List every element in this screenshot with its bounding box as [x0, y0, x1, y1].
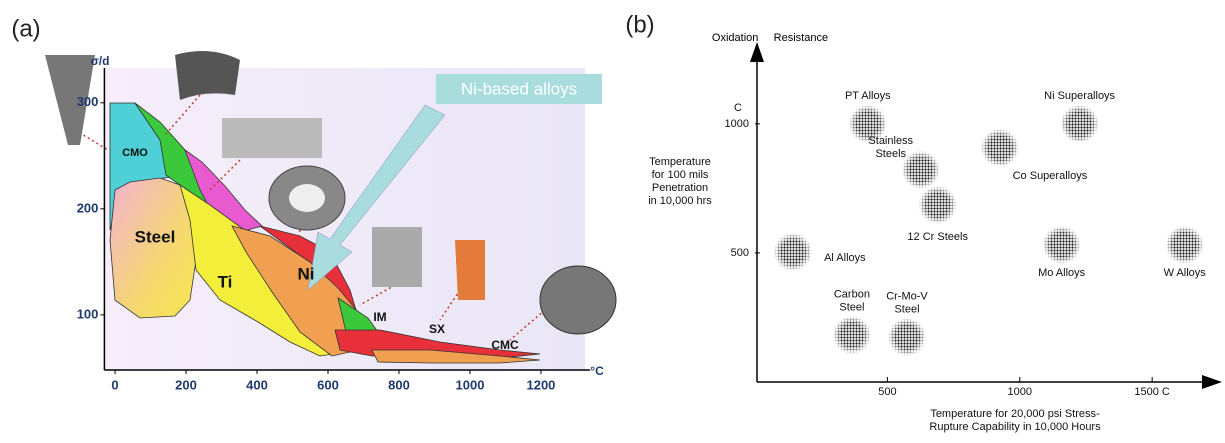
region-label: CMC [491, 338, 519, 352]
blade-set-image [372, 227, 422, 287]
y-tick-label: 500 [731, 247, 749, 259]
point-label: Carbon [834, 288, 870, 300]
point-label: Steel [894, 303, 919, 315]
point-label: W Alloys [1164, 267, 1207, 279]
y-axis-label: in 10,000 hrs [648, 195, 712, 207]
point [901, 150, 940, 189]
region-label: Steel [135, 227, 176, 246]
region-cmc [371, 349, 541, 364]
point [887, 318, 926, 357]
leader [359, 284, 396, 306]
x-tick-label: 1000 [456, 377, 485, 392]
point-label: PT Alloys [845, 90, 891, 102]
x-tick-label: 0 [111, 377, 118, 392]
regions [109, 102, 541, 364]
x-axis-label: Temperature for 20,000 psi Stress- [930, 408, 1100, 420]
point-label: Al Alloys [824, 252, 866, 264]
axes-b [756, 58, 1208, 383]
leader [209, 159, 241, 191]
y-axis-label: for 100 mils [652, 169, 709, 181]
y-tick-label: 200 [77, 200, 99, 215]
leader [294, 229, 301, 251]
x-tick-label: 500 [878, 386, 896, 398]
region-label: Ti [218, 272, 233, 291]
x-tick-label: 1200 [526, 377, 555, 392]
point-label: Co Superalloys [1013, 170, 1088, 182]
point [773, 232, 812, 271]
point [848, 104, 887, 143]
region-magenta [184, 148, 263, 233]
panel-label: (b) [625, 11, 654, 38]
x-tick-label: 1500 C [1134, 386, 1170, 398]
point [1165, 225, 1204, 264]
x-axis-label: °C [590, 364, 604, 378]
y-unit: C [734, 102, 742, 114]
point-label: Ni Superalloys [1044, 90, 1115, 102]
x-tick-label: 1000 [1008, 386, 1032, 398]
point [1060, 104, 1099, 143]
y-axis-label: σ/d [91, 54, 110, 68]
part-images [45, 51, 617, 335]
annotation: Ni-based alloys [461, 79, 577, 98]
y-arrow [750, 42, 764, 62]
panel-label: (a) [11, 15, 40, 42]
annotation-box [436, 74, 602, 104]
x-tick-label: 600 [317, 377, 339, 392]
y-axis-label: Penetration [652, 182, 708, 194]
x-tick-label: 400 [246, 377, 268, 392]
leader [164, 94, 201, 136]
point-label: 12 Cr Steels [907, 231, 968, 243]
region-label: Ni [298, 264, 315, 283]
point-label: Mo Alloys [1038, 267, 1086, 279]
y-tick-label: 1000 [725, 118, 749, 130]
x-axis-label: Rupture Capability in 10,000 Hours [929, 421, 1101, 433]
sx-blade-image [455, 240, 485, 300]
leader [439, 289, 461, 321]
point [832, 316, 871, 355]
y-tick-label: 100 [77, 306, 99, 321]
point [1042, 225, 1081, 264]
y-axis-label: Temperature [649, 156, 711, 168]
y-tick-label: 300 [77, 94, 99, 109]
vane-image [175, 51, 240, 100]
point [918, 185, 957, 224]
blade-image [45, 55, 95, 145]
region-label: CMO [122, 147, 148, 159]
x-tick-label: 800 [388, 377, 410, 392]
region-steel [109, 177, 197, 319]
point-label: Cr-Mo-V [886, 290, 928, 302]
region-label: SX [429, 322, 445, 336]
point [980, 128, 1019, 167]
point-label: Steels [875, 148, 906, 160]
cmc-image [539, 265, 617, 335]
region-label: IM [373, 310, 386, 324]
point-label: Steel [839, 301, 864, 313]
chart-title: Oxidation Resistance [712, 32, 828, 44]
blade-image [222, 118, 322, 158]
annotation-arrow [307, 104, 446, 291]
x-tick-label: 200 [175, 377, 197, 392]
x-arrow [1202, 375, 1222, 389]
disk-hole [289, 184, 325, 212]
point-label: Stainless [868, 135, 913, 147]
